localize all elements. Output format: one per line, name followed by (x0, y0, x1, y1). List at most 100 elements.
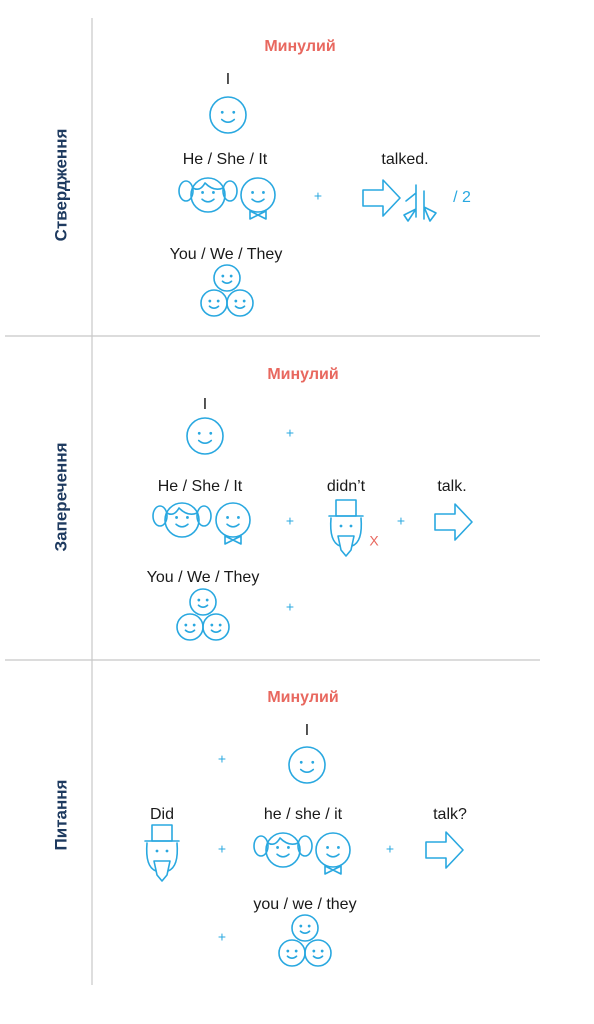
beard (153, 860, 171, 882)
arrow-icon (425, 831, 464, 869)
face-icon (213, 264, 241, 292)
face-icon (186, 417, 224, 455)
eye (311, 760, 315, 764)
plus: + (286, 599, 294, 615)
pigtail (152, 505, 168, 527)
eye (201, 191, 204, 194)
face-outline (226, 289, 254, 317)
smile (201, 198, 215, 203)
head (145, 842, 179, 872)
face-icon (152, 502, 212, 538)
past-form-icon (403, 184, 437, 222)
eye (299, 924, 303, 928)
pigtail (196, 505, 212, 527)
bangs (192, 182, 224, 190)
gentleman-icon (328, 499, 364, 557)
smile (286, 955, 298, 959)
smile (251, 198, 265, 203)
pronoun: He / She / It (158, 478, 243, 495)
eye (262, 191, 265, 194)
eye (186, 516, 189, 519)
plus: + (386, 841, 394, 857)
eye (337, 846, 340, 849)
beard (337, 535, 355, 557)
smile (184, 629, 196, 633)
head (329, 517, 363, 547)
face-icon (176, 613, 204, 641)
eye (242, 299, 246, 303)
smile (326, 853, 340, 858)
face-icon (304, 939, 332, 967)
eye (209, 431, 213, 435)
face-icon (200, 289, 228, 317)
face-outline (189, 588, 217, 616)
eye (294, 949, 298, 953)
face-icon (209, 96, 247, 134)
auxiliary: Did (150, 806, 174, 823)
smile (221, 280, 233, 284)
plus: + (218, 751, 226, 767)
pronoun: I (203, 396, 207, 413)
bow-tie (224, 535, 242, 545)
face-outline (186, 417, 224, 455)
smile (197, 604, 209, 608)
hat (335, 499, 357, 517)
form-note: / 2 (453, 189, 471, 206)
smile (220, 118, 236, 123)
face-outline (265, 832, 301, 868)
eye (212, 191, 215, 194)
smile (299, 768, 315, 773)
eye (232, 110, 236, 114)
face-icon (240, 177, 276, 213)
face-outline (291, 914, 319, 942)
face-outline (315, 832, 351, 868)
pronoun: You / We / They (147, 569, 260, 586)
smile (312, 955, 324, 959)
eye (237, 516, 240, 519)
bangs (267, 837, 299, 845)
eye (210, 623, 214, 627)
plus: + (218, 841, 226, 857)
pigtail (253, 835, 269, 857)
negation-mark: X (369, 533, 379, 549)
eye (326, 846, 329, 849)
eye (276, 846, 279, 849)
face-outline (209, 96, 247, 134)
eye (192, 623, 196, 627)
verb: talked. (381, 151, 428, 168)
eye (251, 191, 254, 194)
face-icon (226, 289, 254, 317)
eye (197, 431, 201, 435)
side-label: Заперечення (51, 442, 70, 551)
smile (276, 853, 290, 858)
eye (299, 760, 303, 764)
face-icon (189, 588, 217, 616)
tense-title: Минулий (264, 38, 335, 55)
face-outline (200, 289, 228, 317)
face-outline (176, 613, 204, 641)
face-icon (178, 177, 238, 213)
verb: talk? (433, 806, 467, 823)
pronoun: you / we / they (253, 896, 356, 913)
verb: talk. (437, 478, 466, 495)
eye (229, 274, 233, 278)
eye (208, 299, 212, 303)
plus: + (286, 513, 294, 529)
eye (349, 524, 353, 528)
face-icon (253, 832, 313, 868)
eye (155, 849, 159, 853)
face-outline (202, 613, 230, 641)
eye (307, 924, 311, 928)
smile (175, 523, 189, 528)
side-label: Ствердження (51, 129, 70, 242)
face-outline (240, 177, 276, 213)
eye (286, 949, 290, 953)
face-outline (190, 177, 226, 213)
eye (175, 516, 178, 519)
eye (205, 598, 209, 602)
side-label: Питання (51, 780, 70, 851)
plus: + (314, 188, 322, 204)
smile (234, 305, 246, 309)
eye (218, 623, 222, 627)
